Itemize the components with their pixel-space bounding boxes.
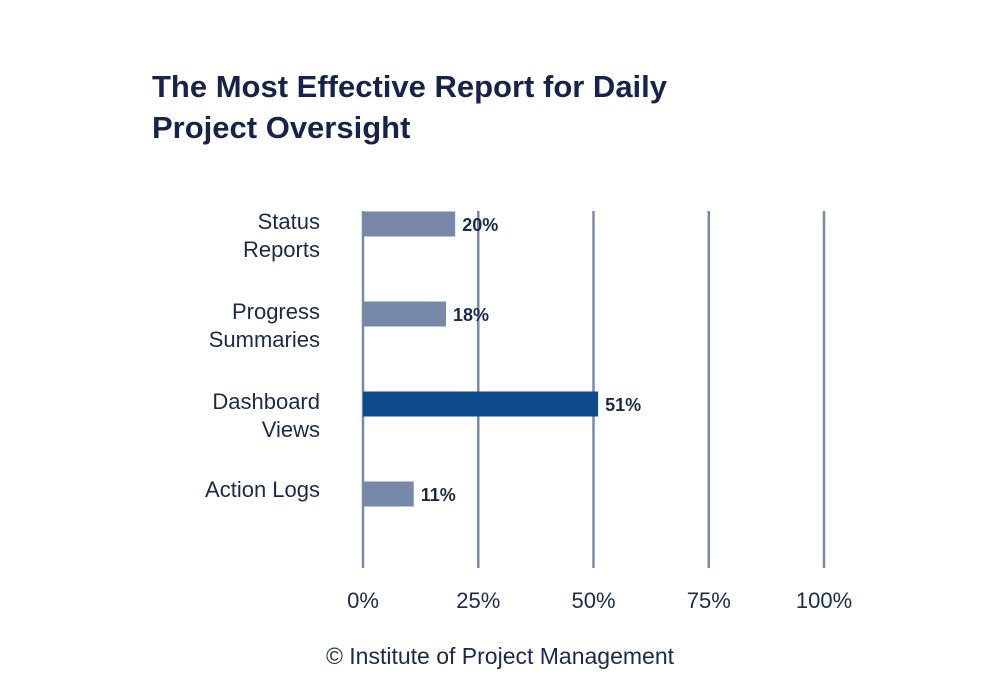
chart-title: The Most Effective Report for Daily Proj… — [152, 66, 852, 148]
category-label: Action Logs — [205, 477, 320, 502]
chart-title-line-1: The Most Effective Report for Daily — [152, 69, 668, 104]
x-axis-ticks: 0% 25% 50% 75% 100% — [347, 588, 852, 613]
category-labels: Status Reports Progress Summaries Dashboard V… — [205, 209, 320, 502]
bar-value-label: 20% — [462, 215, 498, 235]
x-tick-label: 100% — [796, 588, 852, 613]
category-label: Status — [258, 209, 320, 234]
x-tick-label: 50% — [571, 588, 615, 613]
bar — [363, 391, 599, 417]
grid-lines — [361, 211, 826, 568]
category-label: Reports — [243, 237, 320, 262]
bar — [363, 211, 456, 237]
bar-value-label: 11% — [421, 485, 456, 505]
bar — [363, 301, 446, 327]
bar-value-label: 18% — [453, 305, 489, 325]
bar — [363, 481, 414, 507]
x-tick-label: 75% — [687, 588, 731, 613]
category-label: Views — [262, 417, 320, 442]
category-label: Dashboard — [212, 389, 320, 414]
bar-value-label: 51% — [605, 395, 641, 415]
bars: 20% 18% 51% 11% — [363, 211, 641, 507]
x-tick-label: 25% — [456, 588, 500, 613]
chart-title-line-2: Project Oversight — [152, 110, 411, 145]
source-credit: © Institute of Project Management — [325, 643, 675, 669]
category-label: Summaries — [209, 327, 320, 352]
category-label: Progress — [232, 299, 320, 324]
x-tick-label: 0% — [347, 588, 379, 613]
